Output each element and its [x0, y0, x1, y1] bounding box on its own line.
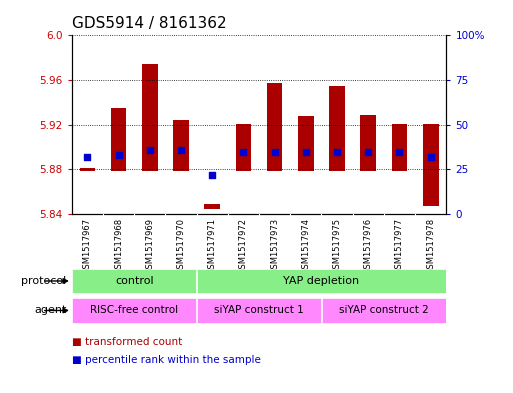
- Text: GDS5914 / 8161362: GDS5914 / 8161362: [72, 17, 226, 31]
- Bar: [142, 64, 157, 171]
- Text: GSM1517971: GSM1517971: [208, 218, 217, 274]
- Point: [208, 172, 216, 178]
- Point: [333, 149, 341, 155]
- Bar: [392, 124, 407, 171]
- Bar: [205, 204, 220, 209]
- Text: GSM1517978: GSM1517978: [426, 218, 435, 274]
- Text: ■ percentile rank within the sample: ■ percentile rank within the sample: [72, 354, 261, 365]
- Point: [270, 149, 279, 155]
- Text: ■ transformed count: ■ transformed count: [72, 337, 182, 347]
- Text: GSM1517975: GSM1517975: [332, 218, 342, 274]
- Bar: [322, 298, 446, 323]
- Text: GSM1517970: GSM1517970: [176, 218, 186, 274]
- Point: [177, 147, 185, 153]
- Bar: [361, 115, 376, 171]
- Text: GSM1517972: GSM1517972: [239, 218, 248, 274]
- Bar: [111, 108, 126, 171]
- Text: GSM1517977: GSM1517977: [395, 218, 404, 274]
- Bar: [198, 298, 321, 323]
- Text: GSM1517967: GSM1517967: [83, 218, 92, 274]
- Text: YAP depletion: YAP depletion: [283, 276, 360, 286]
- Bar: [198, 269, 446, 293]
- Text: GSM1517969: GSM1517969: [145, 218, 154, 274]
- Text: GSM1517973: GSM1517973: [270, 218, 279, 274]
- Text: GSM1517976: GSM1517976: [364, 218, 373, 274]
- Bar: [72, 298, 196, 323]
- Point: [83, 154, 91, 160]
- Text: protocol: protocol: [22, 276, 67, 286]
- Point: [240, 149, 248, 155]
- Point: [146, 147, 154, 153]
- Point: [114, 152, 123, 158]
- Point: [302, 149, 310, 155]
- Bar: [267, 83, 283, 171]
- Bar: [235, 124, 251, 171]
- Point: [364, 149, 372, 155]
- Text: control: control: [115, 276, 153, 286]
- Bar: [329, 86, 345, 171]
- Bar: [72, 269, 196, 293]
- Point: [427, 154, 435, 160]
- Text: agent: agent: [34, 305, 67, 316]
- Text: GSM1517968: GSM1517968: [114, 218, 123, 274]
- Bar: [80, 168, 95, 171]
- Text: siYAP construct 1: siYAP construct 1: [214, 305, 304, 316]
- Bar: [298, 116, 313, 171]
- Text: GSM1517974: GSM1517974: [301, 218, 310, 274]
- Text: siYAP construct 2: siYAP construct 2: [339, 305, 429, 316]
- Text: RISC-free control: RISC-free control: [90, 305, 179, 316]
- Bar: [423, 124, 439, 206]
- Point: [396, 149, 404, 155]
- Bar: [173, 120, 189, 171]
